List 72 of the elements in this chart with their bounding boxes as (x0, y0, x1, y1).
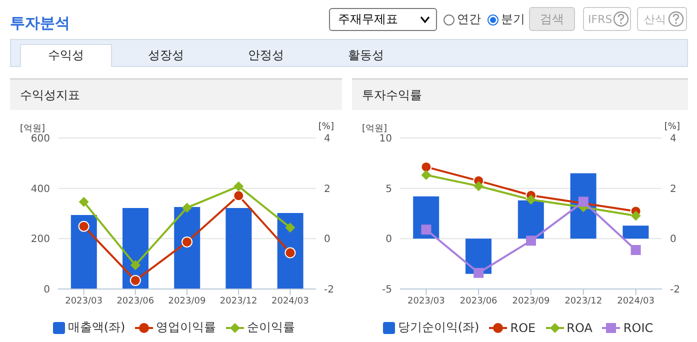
text: 수익성 (20, 47, 112, 64)
text: 활동성 (347, 47, 385, 64)
point (526, 236, 536, 246)
bar (518, 200, 544, 239)
y2-tick-label: 4 (670, 134, 676, 145)
text: 성장성 (147, 47, 185, 64)
x-tick-label: 2024/03 (617, 296, 654, 306)
y-tick-label: 0 (44, 284, 50, 296)
text: 연간 (457, 11, 481, 28)
point (182, 202, 192, 213)
legend-label: ROIC (623, 320, 654, 334)
point (130, 274, 141, 286)
text: IFRS (583, 7, 631, 31)
point (234, 181, 244, 192)
legend-label: 순이익률 (247, 319, 296, 336)
y2-tick-label: 4 (324, 134, 330, 145)
x-tick-label: 2023/12 (564, 296, 602, 306)
x-tick-label: 2023/06 (116, 296, 154, 306)
point (474, 181, 484, 192)
y2-axis-title: [%] (318, 122, 334, 132)
y-tick-label: -5 (382, 284, 392, 296)
y-tick-label: 600 (30, 134, 50, 145)
point (578, 196, 588, 207)
text: 투자분석 (10, 14, 70, 33)
bar (622, 226, 649, 239)
point (630, 244, 641, 255)
y-tick-label: 0 (386, 234, 392, 246)
y2-tick-label: -2 (324, 284, 334, 296)
chart-title: 투자수익률 (352, 80, 688, 110)
y2-tick-label: -2 (670, 284, 680, 296)
x-tick-label: 2024/03 (272, 296, 309, 306)
x-tick-label: 2023/12 (220, 296, 258, 306)
y2-tick-label: 2 (670, 184, 676, 195)
point (285, 222, 296, 233)
legend-label: 매출액(좌) (68, 319, 126, 336)
point (130, 260, 140, 270)
x-tick-label: 2023/09 (512, 296, 550, 306)
legend-label: ROE (510, 320, 536, 334)
legend-label: 당기순이익(좌) (398, 319, 480, 336)
point (78, 220, 90, 232)
text: 안정성 (247, 47, 285, 64)
point (233, 190, 244, 202)
x-tick-label: 2023/03 (408, 296, 445, 306)
y-tick-label: 200 (30, 234, 50, 246)
text: 검색 (529, 7, 575, 31)
y-tick-label: 10 (379, 134, 392, 145)
point (182, 236, 192, 248)
point (284, 247, 296, 258)
point (420, 161, 432, 172)
x-tick-label: 2023/09 (168, 296, 206, 306)
point (78, 196, 89, 207)
point (526, 194, 536, 205)
legend-label: ROA (566, 320, 592, 334)
y-tick-label: 5 (386, 184, 392, 195)
point (421, 224, 432, 235)
chart-title: 수익성지표 (10, 80, 342, 110)
text: 분기 (501, 11, 525, 28)
y2-tick-label: 0 (324, 234, 330, 246)
point (630, 210, 641, 221)
legend-label: 영업이익률 (156, 319, 216, 336)
point (421, 170, 432, 180)
x-tick-label: 2023/03 (65, 296, 102, 306)
y-axis-title: [억원] (20, 123, 46, 134)
point (474, 268, 484, 278)
y-tick-label: 400 (30, 184, 50, 195)
text: 주재무제표 (329, 8, 437, 31)
y2-tick-label: 2 (324, 184, 330, 195)
y-axis-title: [억원] (362, 123, 388, 134)
text: 산식 (637, 7, 687, 31)
x-tick-label: 2023/06 (460, 296, 498, 306)
y2-tick-label: 0 (670, 234, 676, 246)
y2-axis-title: [%] (664, 122, 680, 132)
